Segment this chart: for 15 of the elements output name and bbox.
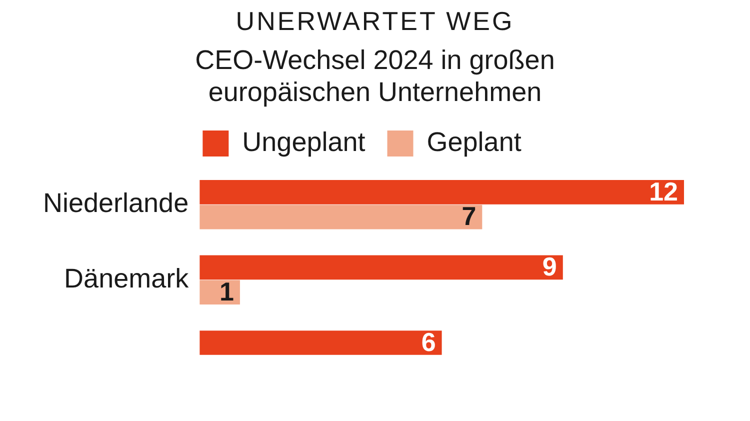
- bar: [200, 330, 442, 355]
- chart-subtitle: CEO-Wechsel 2024 in großen europäischen Unternehmen: [194, 44, 556, 108]
- chart-title: UNERWARTET WEG: [234, 6, 516, 38]
- bar: [200, 255, 563, 280]
- y-tick-label: Niederlande: [42, 188, 189, 218]
- data-label: 1: [220, 276, 234, 306]
- data-label: 7: [462, 201, 476, 232]
- data-label: 6: [421, 326, 436, 357]
- data-label: 12: [649, 176, 678, 206]
- bar: [200, 180, 684, 204]
- legend-label: Geplant: [426, 126, 522, 157]
- legend-label: Ungeplant: [242, 126, 366, 157]
- bar: [200, 204, 482, 230]
- y-tick-label: Dänemark: [64, 263, 190, 294]
- data-label: 9: [542, 252, 557, 282]
